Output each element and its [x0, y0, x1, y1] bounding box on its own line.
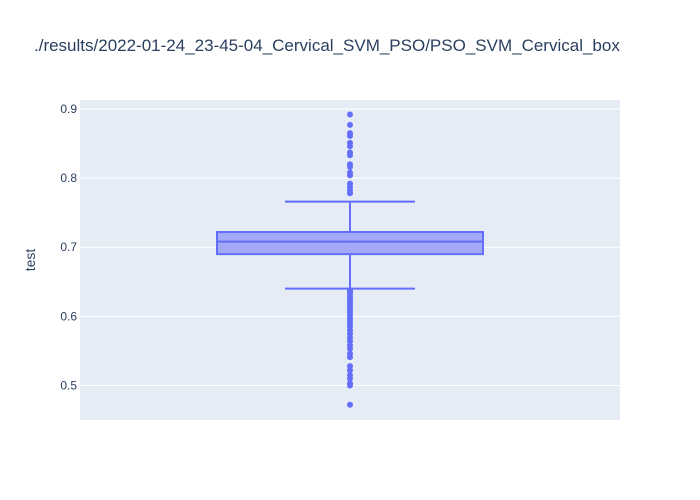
outlier-points [347, 111, 353, 408]
y-tick-label: 0.5 [60, 378, 77, 392]
outlier-point [347, 152, 353, 159]
outlier-point [347, 354, 353, 361]
outlier-point [347, 164, 353, 171]
y-tick-label: 0.6 [60, 309, 77, 323]
outlier-point [347, 345, 353, 352]
outlier-point [347, 121, 353, 128]
outlier-point [347, 375, 353, 382]
chart-title: ./results/2022-01-24_23-45-04_Cervical_S… [34, 36, 620, 55]
outlier-point [347, 111, 353, 118]
outlier-point [347, 367, 353, 374]
y-tick-label: 0.8 [60, 171, 77, 185]
outlier-point [347, 132, 353, 139]
interquartile-box [216, 231, 484, 256]
outlier-point [347, 172, 353, 179]
y-tick-label: 0.9 [60, 102, 77, 116]
outlier-point [347, 330, 353, 337]
outlier-point [347, 363, 353, 370]
y-axis-title: test [22, 249, 38, 272]
outlier-point [347, 338, 353, 345]
outlier-point [347, 190, 353, 197]
y-tick-labels: 0.5 0.6 0.7 0.8 0.9 [60, 102, 77, 392]
box-series[interactable] [216, 200, 484, 290]
outlier-point [347, 382, 353, 389]
outlier-point [347, 143, 353, 150]
outlier-point [347, 401, 353, 408]
y-tick-label: 0.7 [60, 240, 77, 254]
